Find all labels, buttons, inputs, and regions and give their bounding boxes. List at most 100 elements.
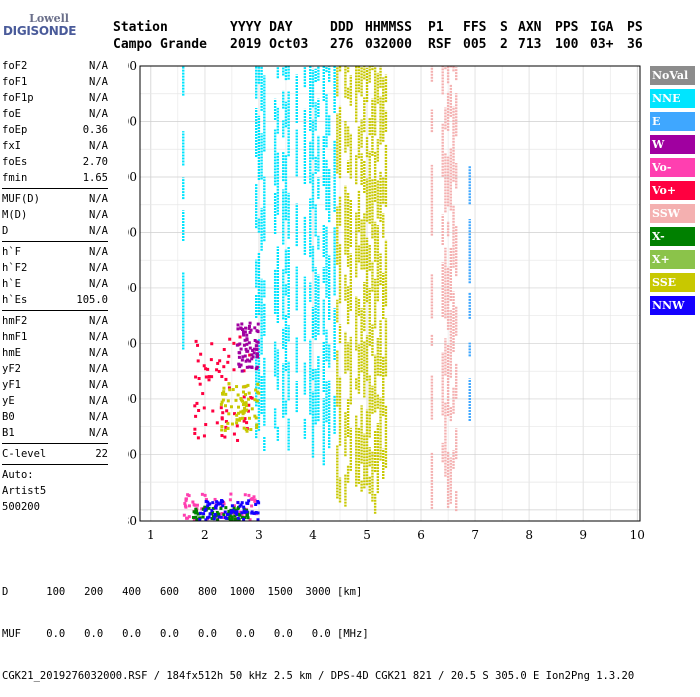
auto-scaling-text: Artist5 [2,485,47,497]
param-name: foF1p [2,92,34,104]
param-value: 22 [95,448,108,460]
data-point [246,349,250,353]
data-point [241,390,245,394]
data-point [255,353,259,357]
data-point [210,517,214,521]
data-point [220,434,224,438]
data-point [219,515,223,519]
data-point [227,412,231,416]
data-point [247,499,251,503]
data-point [239,397,243,401]
ionogram-plot: 80 200 300 400 500 600 700 800 900 1 2 3 4 5 6 7 8 9 10 [128,60,645,542]
x-tick-label: 7 [471,528,479,542]
x-tick-label: 9 [579,528,587,542]
y-tick-label: 400 [128,336,137,350]
header-value: 100 [555,37,579,52]
param-value: N/A [89,427,108,439]
param-name: foF1 [2,76,28,88]
data-point [245,510,249,514]
data-point [221,411,225,415]
param-value: N/A [89,92,108,104]
data-point [243,393,247,397]
data-point [223,428,227,432]
data-point [233,510,237,514]
x-tick-label: 1 [147,528,155,542]
header-label: S [500,20,508,35]
data-point [254,388,258,392]
data-point [228,388,232,392]
data-point [196,343,200,347]
header-value: 005 [463,37,487,52]
param-name: foEp [2,124,28,136]
header-label: YYYY DAY [230,20,293,35]
data-point [250,357,254,361]
data-point [255,348,259,352]
data-point [229,509,233,513]
data-point [204,507,208,511]
legend-item-nne: NNE [650,89,695,108]
data-point [243,493,247,497]
data-point [232,506,236,510]
data-point [226,360,230,364]
data-point [202,434,206,438]
param-name: fxI [2,140,21,152]
header-label: DDD [330,20,354,35]
header-label: AXN [518,20,542,35]
data-point [185,516,189,520]
data-point [238,335,242,339]
data-point [184,505,188,509]
divider [2,464,108,465]
data-point [252,351,256,355]
data-point [236,438,240,442]
data-point [217,512,221,516]
data-point [238,417,242,421]
y-tick-label: 600 [128,225,137,239]
param-row: h`F N/A [2,244,108,260]
param-row: hmF2 N/A [2,313,108,329]
legend-item-noval: NoVal [650,66,695,85]
data-point [235,512,239,516]
data-point [221,398,225,402]
data-point [210,375,214,379]
data-point [226,517,230,521]
data-point [244,359,248,363]
data-point [216,518,220,522]
data-point [235,343,239,347]
data-point [244,384,248,388]
header-value: 713 [518,37,542,52]
data-point [201,515,205,519]
param-name: hmE [2,347,21,359]
data-point [243,417,247,421]
x-tick-label: 6 [417,528,425,542]
param-row: foF1 N/A [2,74,108,90]
data-point [220,512,224,516]
data-point [222,365,226,369]
data-point [256,500,260,504]
data-point [238,342,242,346]
param-name: foE [2,108,21,120]
data-point [255,423,259,427]
data-point [193,404,197,408]
param-value: N/A [89,315,108,327]
data-point [216,502,220,506]
data-point [222,390,226,394]
param-value: N/A [89,262,108,274]
data-point [184,498,188,502]
data-point [235,424,239,428]
data-point [193,431,197,435]
data-point [211,501,215,505]
data-point [246,409,250,413]
data-point [239,347,243,351]
data-point [221,504,225,508]
data-point [223,435,227,439]
data-point [212,517,216,521]
data-point [256,511,260,515]
data-point [245,408,249,412]
data-point [220,400,224,404]
data-point [242,517,246,521]
data-point [233,412,237,416]
param-row: fmin 1.65 [2,170,108,186]
data-point [213,497,217,501]
data-point [251,348,255,352]
data-point [217,369,221,373]
